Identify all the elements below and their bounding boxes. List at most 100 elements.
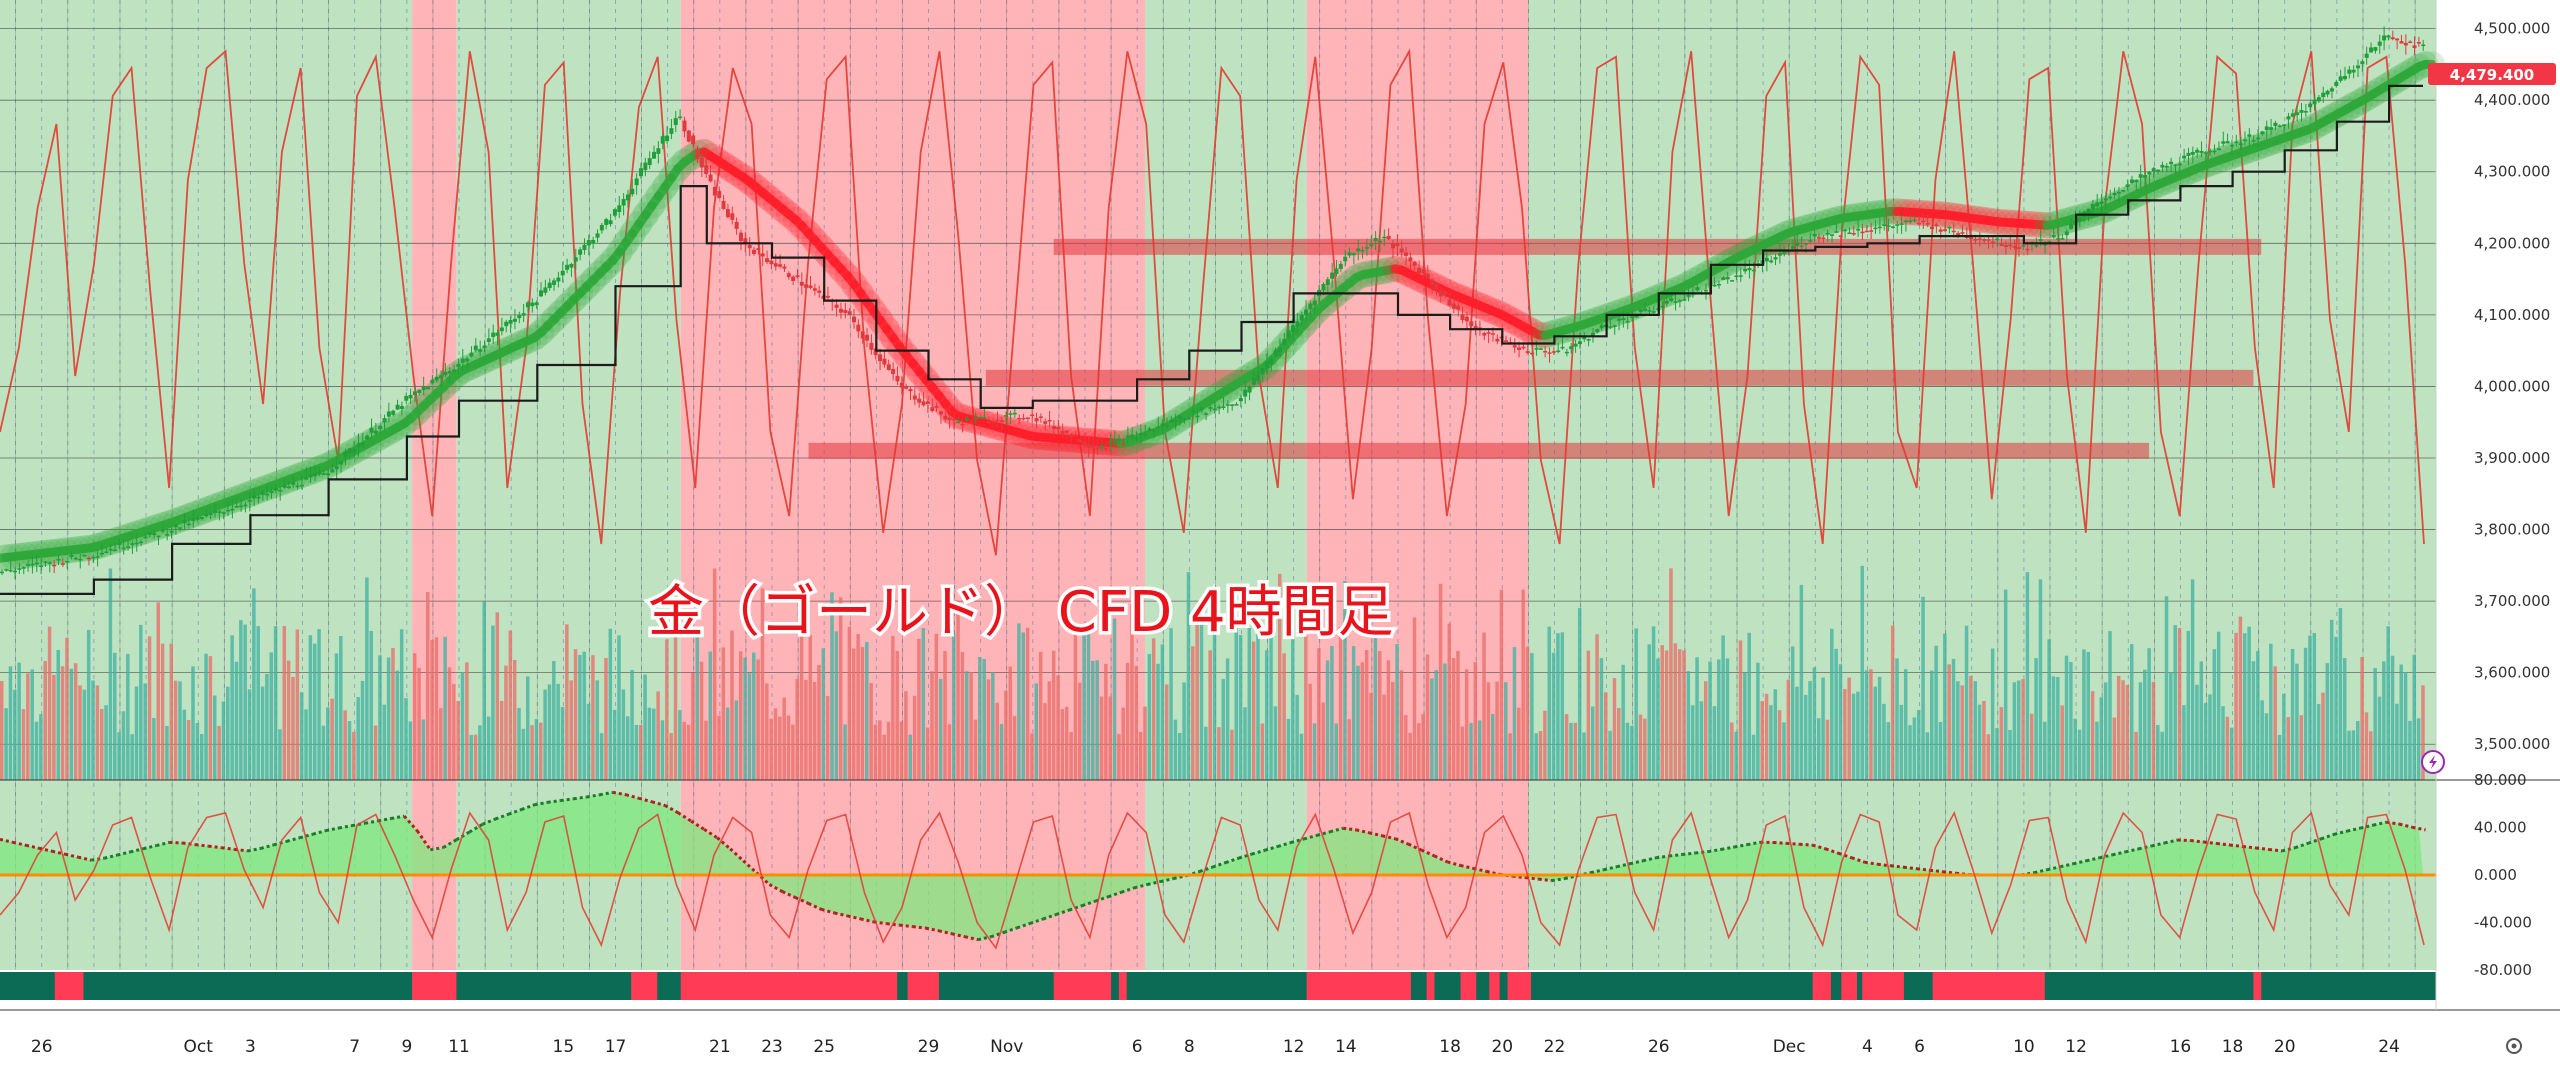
volume-bar [2356, 721, 2360, 780]
candle-body [1208, 407, 1212, 409]
volume-bar [822, 648, 826, 780]
candle-body [2117, 192, 2121, 194]
volume-bar [413, 653, 417, 780]
volume-bar [509, 631, 513, 780]
candle-body [26, 564, 30, 566]
candle-body [200, 517, 204, 519]
candle-body [2300, 110, 2304, 113]
candle-body [39, 566, 43, 568]
volume-bar [1395, 644, 1399, 780]
volume-bar [2000, 707, 2004, 780]
volume-bar [1448, 623, 1452, 780]
volume-bar [1995, 728, 1999, 780]
volume-bar [1743, 673, 1747, 780]
candle-body [1243, 390, 1247, 397]
candle-body [1178, 416, 1182, 418]
candle-body [209, 513, 213, 515]
candle-body [1821, 238, 1825, 240]
volume-bar [296, 629, 300, 780]
candle-body [1095, 448, 1099, 450]
volume-bar [556, 684, 560, 780]
candle-body [1839, 235, 1843, 237]
volume-bar [974, 720, 978, 780]
candle-body [1443, 291, 1447, 295]
candle-body [1934, 224, 1938, 226]
volume-bar [1756, 663, 1760, 780]
volume-bar [1652, 626, 1656, 780]
candle-body [1013, 413, 1017, 415]
candle-body [1926, 223, 1930, 225]
candle-body [2317, 97, 2321, 101]
candle-body [1887, 225, 1891, 227]
horizontal-level [809, 443, 2150, 459]
volume-bar [1321, 702, 1325, 780]
volume-bar [2008, 730, 2012, 780]
candle-body [704, 165, 708, 174]
candle-body [1334, 269, 1338, 275]
candle-body [2186, 153, 2190, 156]
volume-bar [2156, 725, 2160, 780]
candle-body [2404, 43, 2408, 46]
candle-body [596, 233, 600, 237]
candle-body [1921, 221, 1925, 223]
volume-bar [1726, 658, 1730, 780]
volume-bar [1069, 732, 1073, 780]
volume-bar [752, 652, 756, 780]
volume-bar [1787, 680, 1791, 780]
candle-body [656, 148, 660, 154]
candle-body [322, 473, 326, 475]
candle-body [1721, 277, 1725, 280]
candle-body [2060, 238, 2064, 240]
candle-body [500, 328, 504, 332]
volume-bar [1235, 627, 1239, 780]
volume-bar [343, 710, 347, 780]
candle-body [243, 505, 247, 507]
candle-body [943, 416, 947, 420]
candle-body [339, 461, 343, 464]
volume-bar [861, 647, 865, 780]
date-tick-label: 17 [605, 1037, 627, 1057]
volume-bar [409, 721, 413, 780]
candle-body [465, 359, 469, 362]
volume-bar [1456, 651, 1460, 780]
volume-bar [1687, 671, 1691, 780]
volume-bar [2395, 704, 2399, 780]
volume-bar [2052, 676, 2056, 780]
candle-body [2421, 45, 2425, 47]
candle-body [1530, 353, 1534, 355]
volume-bar [1434, 670, 1438, 780]
candle-body [2000, 244, 2004, 246]
volume-bar [1730, 722, 1734, 780]
volume-bar [1956, 681, 1960, 780]
volume-bar [2256, 651, 2260, 780]
volume-bar [1860, 566, 1864, 780]
volume-bar [4, 708, 8, 780]
candle-body [217, 511, 221, 513]
lightning-icon[interactable] [2422, 751, 2444, 773]
date-tick-label: 3 [245, 1037, 256, 1057]
candle-body [717, 191, 721, 198]
volume-bar [2365, 712, 2369, 780]
candle-body [552, 280, 556, 284]
candle-body [1561, 347, 1565, 349]
candle-body [196, 517, 200, 519]
volume-bar [100, 709, 104, 780]
candle-body [222, 512, 226, 514]
volume-bar [1243, 707, 1247, 780]
candle-body [1413, 262, 1417, 266]
candle-body [2330, 88, 2334, 91]
volume-bar [135, 686, 139, 780]
volume-bar [904, 691, 908, 780]
volume-bar [2030, 714, 2034, 780]
candle-body [1091, 445, 1095, 448]
candle-body [287, 486, 291, 488]
volume-bar [235, 662, 239, 780]
candle-body [2313, 100, 2317, 105]
volume-bar [1878, 677, 1882, 780]
volume-bar [2221, 706, 2225, 780]
candle-body [2134, 180, 2138, 183]
candle-body [2308, 104, 2312, 108]
volume-bar [578, 655, 582, 780]
